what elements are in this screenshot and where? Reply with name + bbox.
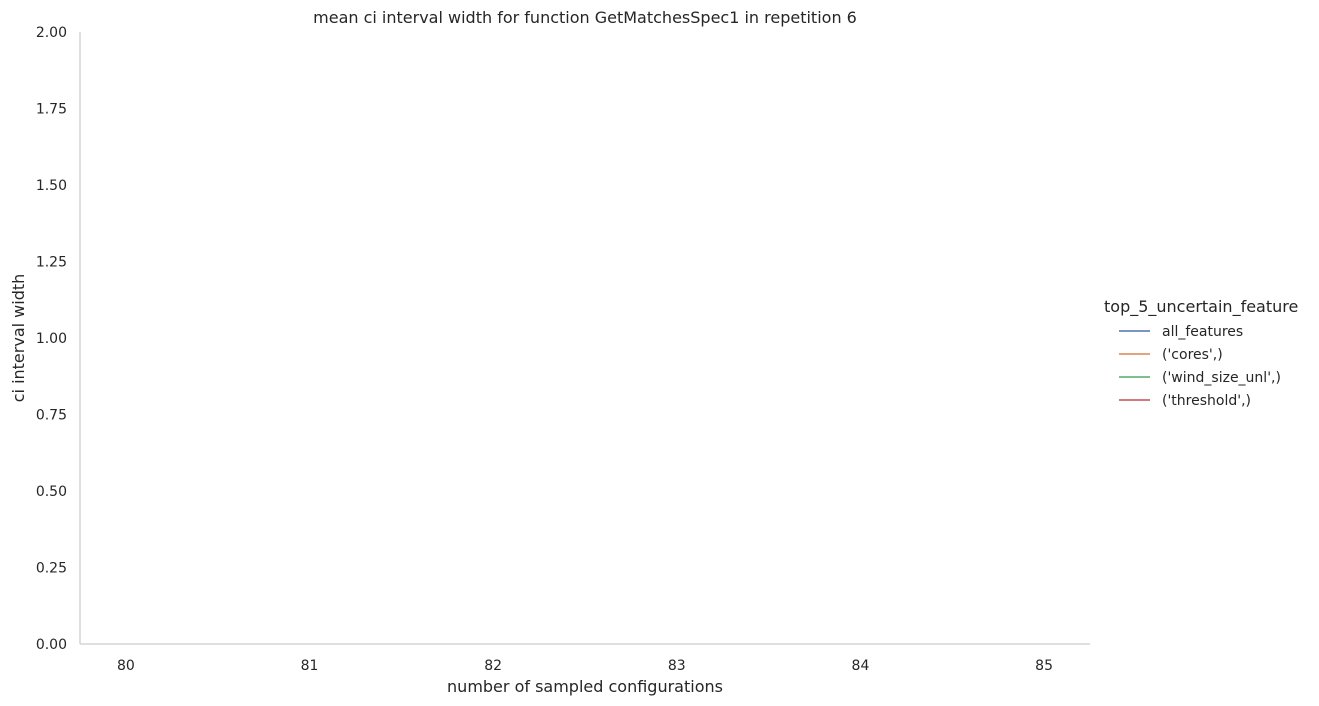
- legend-label: all_features: [1162, 324, 1243, 340]
- y-tick-label: 1.25: [36, 255, 67, 271]
- axes: 0.00 0.25 0.50 0.75 1.00 1.25 1.50 1.75 2.00 80 81…: [36, 25, 1090, 674]
- x-tick-label: 80: [117, 658, 135, 674]
- x-tick-label: 85: [1035, 658, 1053, 674]
- x-tick-label: 84: [852, 658, 870, 674]
- x-tick-label: 82: [484, 658, 502, 674]
- chart-title: mean ci interval width for function GetM…: [313, 8, 857, 27]
- x-tick-label: 83: [668, 658, 686, 674]
- y-tick-label: 1.50: [36, 178, 67, 194]
- y-tick-label: 0.50: [36, 484, 67, 500]
- legend-label: ('wind_size_unl',): [1162, 370, 1281, 386]
- y-tick-label: 0.00: [36, 637, 67, 653]
- legend: top_5_uncertain_feature all_features ('co…: [1104, 297, 1298, 409]
- y-tick-label: 1.00: [36, 331, 67, 347]
- y-tick-label: 1.75: [36, 102, 67, 118]
- y-tick-label: 2.00: [36, 25, 67, 41]
- y-tick-label: 0.75: [36, 408, 67, 424]
- legend-title: top_5_uncertain_feature: [1104, 297, 1298, 317]
- legend-label: ('threshold',): [1162, 393, 1251, 409]
- legend-label: ('cores',): [1162, 347, 1223, 363]
- y-axis-title: ci interval width: [9, 274, 28, 403]
- x-axis-title: number of sampled configurations: [447, 677, 723, 696]
- x-tick-label: 81: [301, 658, 319, 674]
- y-tick-label: 0.25: [36, 561, 67, 577]
